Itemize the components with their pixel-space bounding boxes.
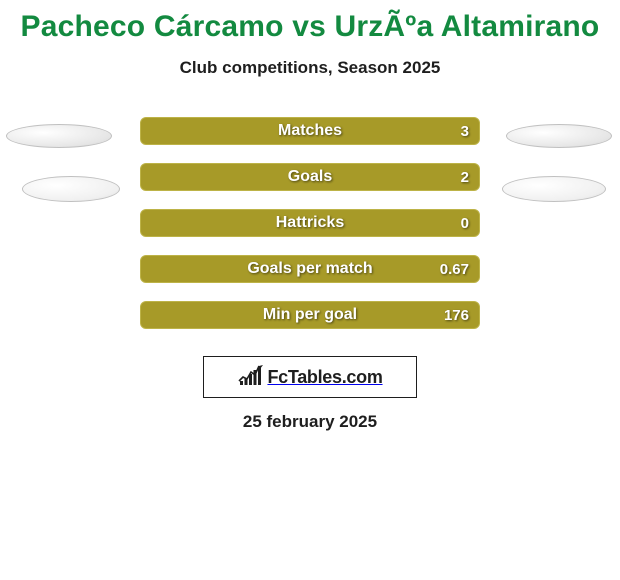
stat-label: Goals per match (141, 256, 479, 282)
stat-bar-goals-per-match: Goals per match 0.67 (140, 255, 480, 283)
stat-label: Hattricks (141, 210, 479, 236)
fctables-logo-link[interactable]: FcTables.com (203, 356, 417, 398)
subtitle: Club competitions, Season 2025 (0, 58, 620, 78)
comparison-card: Pacheco Cárcamo vs UrzÃºa Altamirano Clu… (0, 0, 620, 580)
stat-row: Goals per match 0.67 (8, 246, 612, 292)
stat-bar-hattricks: Hattricks 0 (140, 209, 480, 237)
stat-label: Matches (141, 118, 479, 144)
stat-row: Goals 2 (8, 154, 612, 200)
stat-value: 176 (444, 302, 469, 328)
stat-label: Min per goal (141, 302, 479, 328)
stat-row: Min per goal 176 (8, 292, 612, 338)
stat-row: Hattricks 0 (8, 200, 612, 246)
stat-bar-min-per-goal: Min per goal 176 (140, 301, 480, 329)
stat-label: Goals (141, 164, 479, 190)
stat-value: 0 (461, 210, 469, 236)
stat-value: 0.67 (440, 256, 469, 282)
generated-date: 25 february 2025 (0, 412, 620, 432)
stat-value: 3 (461, 118, 469, 144)
logo-text: FcTables.com (267, 367, 382, 388)
stat-bar-goals: Goals 2 (140, 163, 480, 191)
stat-bar-matches: Matches 3 (140, 117, 480, 145)
stat-row: Matches 3 (8, 108, 612, 154)
chart-bars-icon (237, 363, 265, 392)
page-title: Pacheco Cárcamo vs UrzÃºa Altamirano (0, 0, 620, 44)
stats-area: Matches 3 Goals 2 Hattricks 0 Goals per … (0, 108, 620, 338)
stat-value: 2 (461, 164, 469, 190)
